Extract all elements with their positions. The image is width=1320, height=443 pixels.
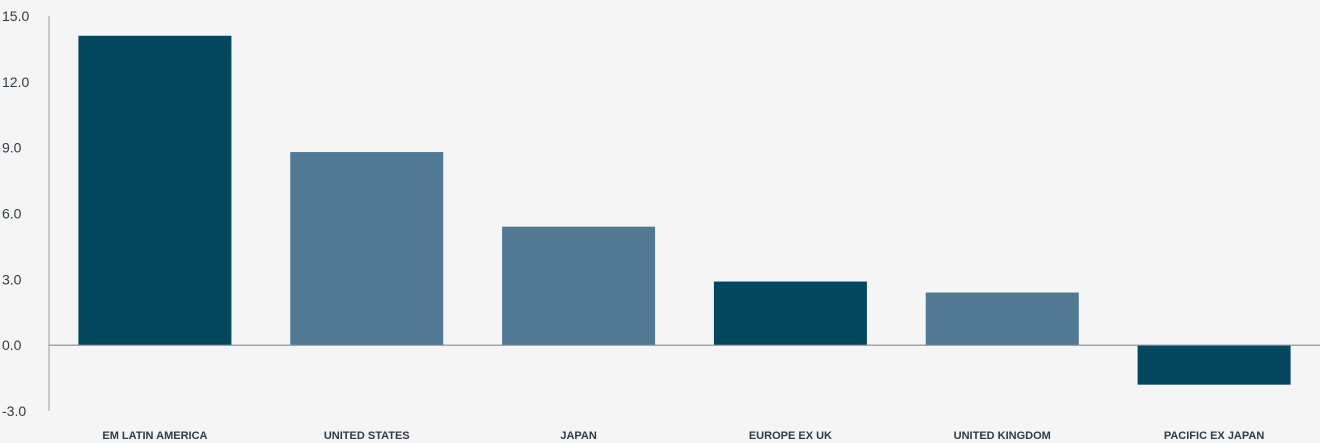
category-label: EUROPE EX UK xyxy=(749,430,832,442)
bar-japan xyxy=(502,226,656,346)
bar-pacific-ex-japan xyxy=(1137,345,1291,385)
category-label: UNITED STATES xyxy=(324,430,410,442)
y-tick-label: 3.0 xyxy=(2,271,22,287)
bar-europe-ex-uk xyxy=(713,281,867,346)
y-axis-ticks: 15.0 12.0 9.0 6.0 3.0 0.0 -3.0 xyxy=(2,8,29,419)
bar-em-latin-america xyxy=(78,35,232,346)
category-label: EM LATIN AMERICA xyxy=(102,430,207,442)
y-tick-label: 12.0 xyxy=(2,74,29,90)
y-tick-label: 15.0 xyxy=(2,8,29,24)
bars xyxy=(78,35,1291,385)
x-axis-labels: EM LATIN AMERICA UNITED STATES JAPAN EUROPE… xyxy=(102,430,1264,442)
category-label: JAPAN xyxy=(560,430,597,442)
y-tick-label: 6.0 xyxy=(2,206,22,222)
bar-united-states xyxy=(290,152,444,346)
bar-united-kingdom xyxy=(925,292,1079,346)
category-label: UNITED KINGDOM xyxy=(954,430,1051,442)
y-tick-label: 9.0 xyxy=(2,140,22,156)
category-label: PACIFIC EX JAPAN xyxy=(1164,430,1264,442)
y-tick-label: 0.0 xyxy=(2,337,22,353)
y-tick-label: -3.0 xyxy=(2,403,26,419)
